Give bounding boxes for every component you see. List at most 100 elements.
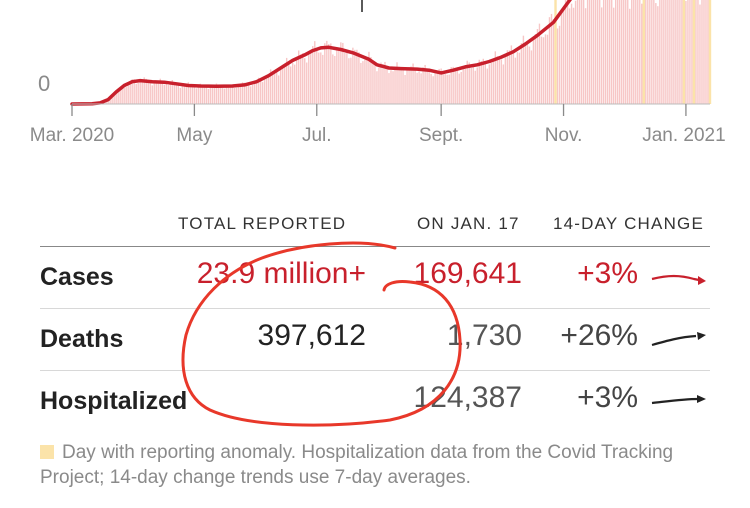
daily-bar <box>296 57 298 104</box>
daily-bar <box>629 8 631 104</box>
daily-bar <box>617 0 619 104</box>
daily-bar <box>602 0 605 104</box>
daily-bar <box>127 82 129 104</box>
daily-bar <box>298 50 300 104</box>
deaths-on-date: 1,730 <box>446 319 522 352</box>
daily-bar <box>552 19 555 104</box>
daily-bar <box>428 68 430 104</box>
daily-bar <box>522 35 525 105</box>
daily-bar <box>394 67 396 104</box>
daily-bar <box>324 43 326 104</box>
daily-bar <box>699 4 701 104</box>
daily-bar <box>227 84 230 104</box>
daily-bar <box>271 70 274 104</box>
daily-bar <box>306 62 308 104</box>
daily-bar <box>610 0 613 104</box>
daily-bar <box>422 67 424 104</box>
daily-bar <box>502 64 505 104</box>
daily-bar <box>440 68 442 104</box>
x-tick-label: Sept. <box>419 125 463 146</box>
daily-bar <box>320 52 322 104</box>
daily-bar <box>285 57 288 104</box>
daily-bar <box>334 56 336 104</box>
daily-bar <box>576 0 579 104</box>
daily-bar <box>332 54 334 104</box>
daily-bar <box>578 0 581 104</box>
daily-bar <box>175 82 178 104</box>
footnote: Day with reporting anomaly. Hospitalizat… <box>40 440 720 490</box>
daily-bar <box>504 56 507 104</box>
daily-bar <box>448 74 450 104</box>
daily-bar <box>697 0 699 105</box>
daily-bar <box>115 90 117 104</box>
daily-bar <box>259 78 262 104</box>
daily-bar <box>279 69 282 104</box>
daily-bar <box>701 0 703 104</box>
daily-bar <box>191 87 194 104</box>
daily-bar <box>508 50 511 104</box>
daily-bar <box>705 0 707 104</box>
daily-bar <box>510 45 513 104</box>
anomaly-bar <box>642 0 645 104</box>
daily-bar <box>677 0 679 104</box>
daily-bar <box>251 84 254 104</box>
daily-bar <box>376 71 378 104</box>
daily-bar <box>486 68 489 104</box>
daily-bar <box>310 51 312 104</box>
daily-bar <box>436 71 438 104</box>
daily-bar <box>454 67 456 104</box>
y-zero-label: 0 <box>38 71 50 96</box>
daily-bar <box>169 83 172 104</box>
daily-bar <box>129 81 131 104</box>
daily-bar <box>424 64 426 104</box>
daily-bar <box>556 28 559 104</box>
daily-bar <box>494 51 497 104</box>
daily-bar <box>219 86 222 104</box>
daily-bar <box>245 84 248 104</box>
daily-bar <box>645 0 647 104</box>
daily-bar <box>484 61 486 104</box>
daily-bar <box>287 62 290 104</box>
daily-bar <box>562 7 565 105</box>
daily-bar <box>155 80 157 104</box>
daily-bar <box>659 0 661 105</box>
daily-bar <box>434 71 436 104</box>
daily-bar <box>496 56 499 104</box>
daily-bar <box>572 7 575 104</box>
cases-on-date: 169,641 <box>413 257 522 290</box>
daily-bar <box>524 42 527 104</box>
daily-bar <box>446 74 448 104</box>
daily-bar <box>506 50 509 104</box>
daily-bar <box>538 23 541 105</box>
daily-bar <box>314 41 316 104</box>
daily-bar <box>231 84 234 104</box>
daily-bar <box>512 52 515 104</box>
seven-day-average-line <box>70 0 573 106</box>
daily-bar <box>269 69 272 104</box>
daily-bar <box>637 0 639 104</box>
daily-bar <box>382 64 384 104</box>
daily-bar <box>167 85 170 104</box>
daily-bar <box>253 80 256 104</box>
daily-bar <box>474 70 476 104</box>
daily-bar <box>588 0 591 104</box>
daily-bar <box>201 85 204 104</box>
daily-bar <box>121 87 123 104</box>
daily-bar <box>520 43 523 104</box>
daily-bar <box>352 47 354 104</box>
daily-bar <box>564 0 567 105</box>
daily-bar <box>223 88 226 104</box>
daily-bar <box>221 88 224 104</box>
daily-bar <box>606 0 609 104</box>
daily-bar <box>336 49 338 104</box>
row-cases: Cases 23.9 million+ 169,641 +3% <box>40 247 710 309</box>
daily-bar <box>370 57 372 104</box>
daily-bar <box>396 62 398 104</box>
daily-bar <box>239 85 242 104</box>
daily-bar <box>153 83 155 104</box>
daily-bar <box>703 0 705 105</box>
daily-bar <box>442 74 444 104</box>
daily-bar <box>123 87 125 104</box>
daily-bar <box>338 50 340 104</box>
daily-bar <box>673 0 675 105</box>
